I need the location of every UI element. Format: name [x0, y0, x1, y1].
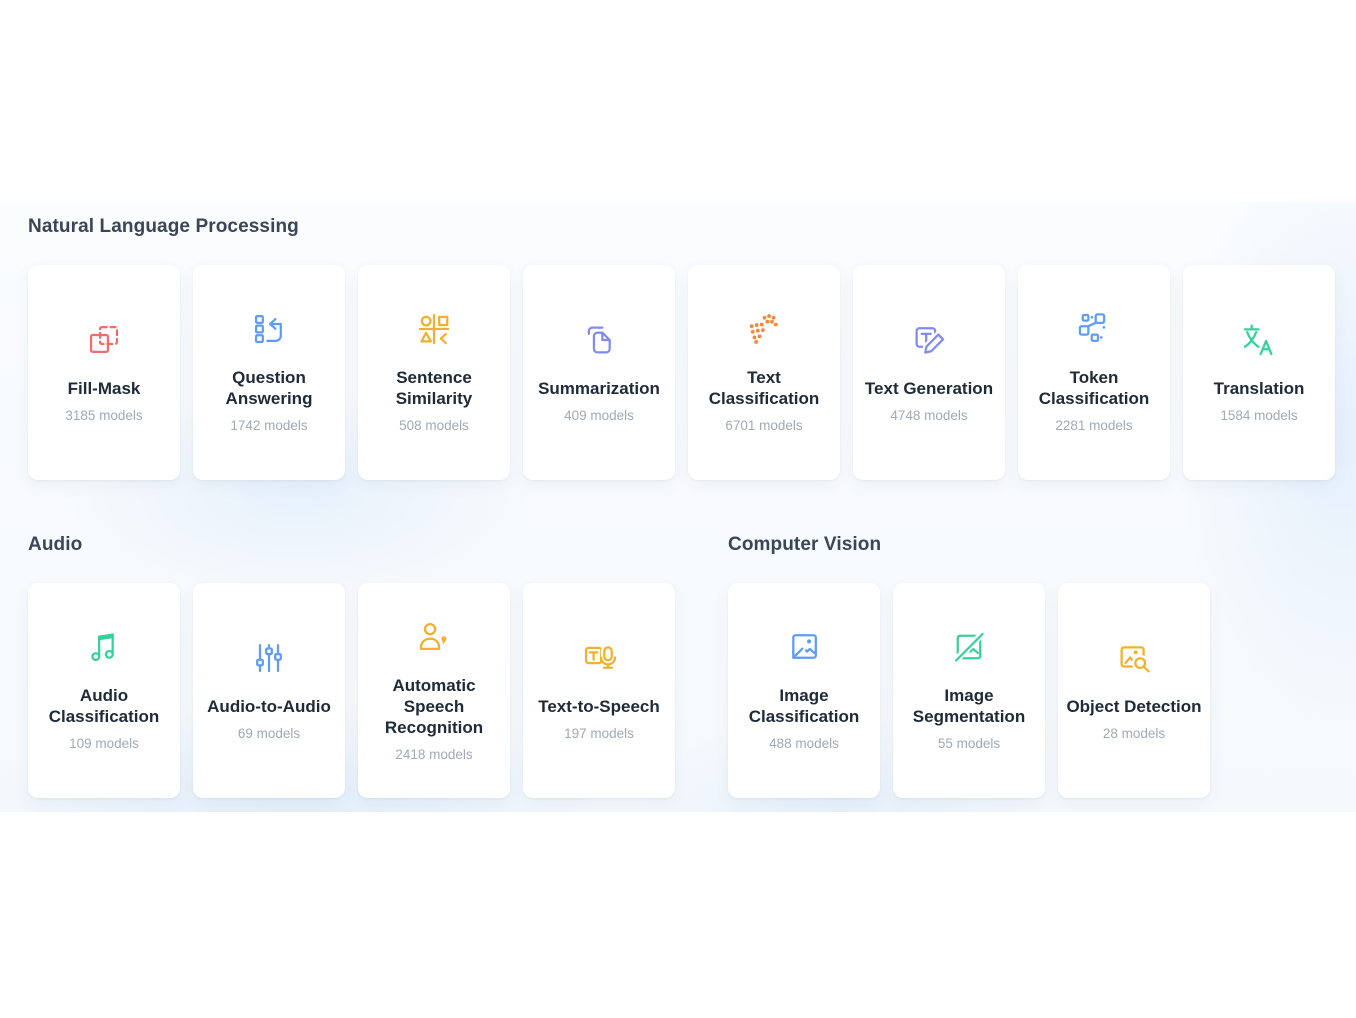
task-card-model-count: 4748 models [890, 407, 968, 423]
object-detection-icon [1116, 640, 1152, 676]
task-card-object-detection[interactable]: Object Detection 28 models [1058, 583, 1210, 798]
task-card-summarization[interactable]: Summarization 409 models [523, 265, 675, 480]
section-natural-language-processing: Natural Language Processing Fill-Mask 318… [28, 215, 1335, 480]
task-card-text-generation[interactable]: Text Generation 4748 models [853, 265, 1005, 480]
task-card-model-count: 2418 models [395, 746, 473, 762]
nlp-cards-row: Fill-Mask 3185 models Question Answering 17… [28, 265, 1335, 480]
task-card-audio-to-audio[interactable]: Audio-to-Audio 69 models [193, 583, 345, 798]
section-title-audio: Audio [28, 534, 83, 555]
task-card-model-count: 55 models [937, 736, 1001, 751]
task-card-title: Text Generation [864, 378, 994, 398]
task-card-model-count: 488 models [769, 736, 839, 751]
image-segmentation-icon [951, 629, 987, 665]
task-card-model-count: 1584 models [1220, 407, 1298, 423]
task-card-model-count: 409 models [564, 407, 634, 423]
section-title-computer-vision: Computer Vision [728, 534, 882, 555]
task-card-title: Audio Classification [48, 686, 160, 726]
task-card-title: Audio-to-Audio [207, 696, 331, 716]
task-card-sentence-similarity[interactable]: Sentence Similarity 508 models [358, 265, 510, 480]
task-card-model-count: 28 models [1102, 725, 1166, 741]
audio-classification-icon [86, 629, 122, 665]
task-card-fill-mask[interactable]: Fill-Mask 3185 models [28, 265, 180, 480]
audio-to-audio-icon [251, 640, 287, 676]
task-card-model-count: 1742 models [230, 418, 308, 433]
task-card-title: Text-to-Speech [538, 696, 660, 716]
task-card-translation[interactable]: Translation 1584 models [1183, 265, 1335, 480]
task-card-question-answering[interactable]: Question Answering 1742 models [193, 265, 345, 480]
translation-icon [1241, 322, 1277, 358]
task-card-title: Text Classification [708, 368, 820, 408]
task-card-title: Image Classification [748, 686, 860, 726]
task-card-automatic-speech-recognition[interactable]: Automatic Speech Recognition 2418 models [358, 583, 510, 798]
task-card-title: Image Segmentation [912, 686, 1026, 726]
sentence-similarity-icon [416, 311, 452, 347]
task-card-model-count: 3185 models [65, 407, 143, 423]
task-card-model-count: 109 models [69, 736, 139, 751]
task-card-model-count: 2281 models [1055, 418, 1133, 433]
task-card-title: Fill-Mask [67, 378, 141, 398]
task-card-title: Question Answering [225, 368, 313, 408]
image-classification-icon [786, 629, 822, 665]
section-title-nlp: Natural Language Processing [28, 216, 299, 237]
task-card-image-segmentation[interactable]: Image Segmentation 55 models [893, 583, 1045, 798]
task-card-image-classification[interactable]: Image Classification 488 models [728, 583, 880, 798]
task-card-title: Object Detection [1066, 696, 1202, 716]
question-answering-icon [251, 311, 287, 347]
tasks-content-band: Natural Language Processing Fill-Mask 318… [0, 202, 1356, 812]
text-to-speech-icon [581, 640, 617, 676]
task-card-title: Sentence Similarity [395, 368, 473, 408]
text-classification-icon [746, 311, 782, 347]
token-classification-icon [1076, 311, 1112, 347]
computer-vision-cards-row: Image Classification 488 models Image Segm… [728, 583, 1210, 798]
task-card-model-count: 508 models [399, 418, 469, 433]
audio-and-vision-row: Audio Audio Classification 109 models Audi… [28, 533, 1335, 798]
section-audio: Audio Audio Classification 109 models Audi… [28, 533, 675, 798]
task-card-title: Summarization [538, 378, 660, 398]
audio-cards-row: Audio Classification 109 models Audio-to-A… [28, 583, 675, 798]
task-card-model-count: 69 models [237, 725, 301, 741]
fill-mask-icon [86, 322, 122, 358]
task-card-token-classification[interactable]: Token Classification 2281 models [1018, 265, 1170, 480]
text-generation-icon [911, 322, 947, 358]
task-card-audio-classification[interactable]: Audio Classification 109 models [28, 583, 180, 798]
task-card-text-classification[interactable]: Text Classification 6701 models [688, 265, 840, 480]
task-card-text-to-speech[interactable]: Text-to-Speech 197 models [523, 583, 675, 798]
task-card-title: Automatic Speech Recognition [384, 675, 484, 737]
summarization-icon [581, 322, 617, 358]
task-card-title: Translation [1213, 378, 1305, 398]
task-card-model-count: 6701 models [725, 418, 803, 433]
automatic-speech-recognition-icon [416, 619, 452, 655]
section-computer-vision: Computer Vision Image Classification 488 … [728, 533, 1210, 798]
task-card-model-count: 197 models [564, 725, 634, 741]
task-card-title: Token Classification [1038, 368, 1150, 408]
